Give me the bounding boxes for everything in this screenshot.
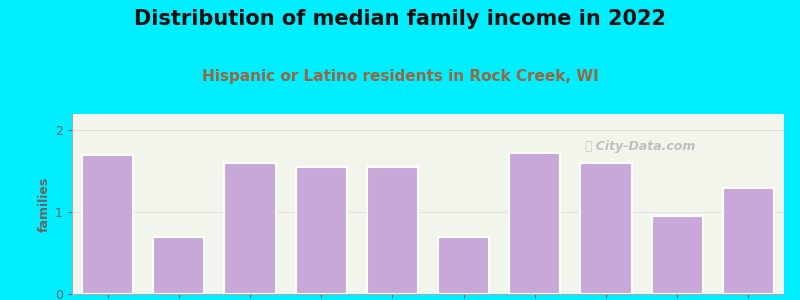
Text: Distribution of median family income in 2022: Distribution of median family income in …: [134, 9, 666, 29]
Bar: [722, 188, 774, 294]
Bar: [82, 155, 134, 294]
Text: City-Data.com: City-Data.com: [587, 140, 696, 153]
Y-axis label: families: families: [38, 176, 51, 232]
Bar: [153, 237, 205, 294]
Bar: [580, 163, 632, 294]
Bar: [651, 216, 703, 294]
Text: Hispanic or Latino residents in Rock Creek, WI: Hispanic or Latino residents in Rock Cre…: [202, 69, 598, 84]
Bar: [295, 167, 347, 294]
Bar: [366, 167, 418, 294]
Bar: [509, 153, 561, 294]
Text: 🌐: 🌐: [585, 140, 592, 153]
Bar: [224, 163, 276, 294]
Bar: [438, 237, 490, 294]
